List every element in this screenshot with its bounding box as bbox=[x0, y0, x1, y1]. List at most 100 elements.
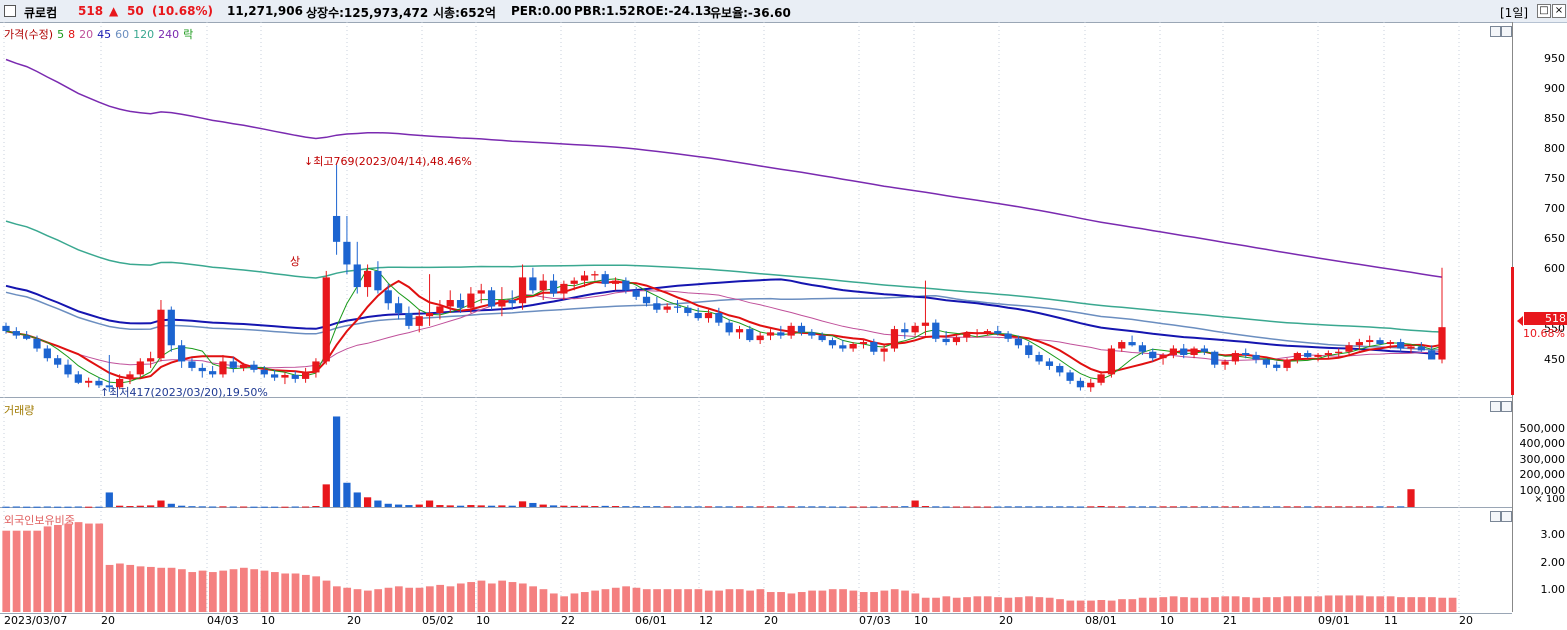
xtick: 07/03 bbox=[859, 614, 891, 627]
foreign-bar bbox=[673, 589, 682, 612]
candle bbox=[1138, 345, 1147, 352]
foreign-bar bbox=[653, 589, 661, 612]
foreign-bar bbox=[1014, 597, 1023, 612]
foreign-bar bbox=[467, 582, 476, 612]
candle bbox=[498, 300, 506, 307]
volume-bar bbox=[1035, 506, 1043, 508]
volume-bar bbox=[1366, 506, 1374, 508]
xtick: 21 bbox=[1223, 614, 1237, 627]
legend-ma5: 5 bbox=[57, 28, 65, 41]
xtick: 10 bbox=[261, 614, 275, 627]
foreign-bar bbox=[1149, 597, 1157, 612]
price-pointer-icon bbox=[1517, 316, 1523, 326]
foreign-minimize-icon[interactable] bbox=[1490, 511, 1501, 522]
candle bbox=[777, 332, 785, 336]
price-range-bar bbox=[1511, 267, 1514, 395]
foreign-legend: 외국인보유비중 bbox=[4, 514, 75, 527]
candle bbox=[1252, 354, 1260, 360]
candle bbox=[467, 293, 475, 308]
volume-bar bbox=[1066, 506, 1074, 508]
ma60-line bbox=[5, 291, 1443, 351]
volume-maximize-icon[interactable] bbox=[1501, 401, 1512, 412]
select-checkbox[interactable] bbox=[4, 5, 16, 17]
volume-bar bbox=[436, 505, 444, 507]
ytick: 550 bbox=[1544, 322, 1565, 335]
foreign-bar bbox=[849, 590, 858, 612]
foreign-bar bbox=[994, 597, 1002, 612]
candle bbox=[1056, 365, 1064, 373]
volume-bar bbox=[281, 506, 289, 508]
period-selector[interactable]: [1일] bbox=[1500, 6, 1529, 20]
maximize-icon[interactable]: □ bbox=[1537, 4, 1551, 18]
foreign-bar bbox=[363, 590, 372, 612]
volume-axis: 500,000 400,000 300,000 200,000 100,000 … bbox=[1512, 397, 1567, 507]
candle bbox=[1076, 380, 1085, 388]
pbr-value: PBR:1.52 bbox=[574, 4, 636, 18]
candle bbox=[952, 337, 961, 343]
xtick: 10 bbox=[1160, 614, 1174, 627]
candle bbox=[95, 380, 103, 386]
volume-bar bbox=[591, 506, 599, 508]
volume-bar bbox=[64, 506, 72, 508]
vtick: 100,000 bbox=[1519, 484, 1566, 497]
panel-maximize-icon[interactable] bbox=[1501, 26, 1512, 37]
volume-bar bbox=[1107, 506, 1116, 508]
candle bbox=[250, 364, 258, 370]
candle bbox=[746, 329, 754, 341]
candle bbox=[43, 348, 51, 359]
volume-bar bbox=[1056, 506, 1064, 508]
candle bbox=[1273, 364, 1281, 368]
foreign-bar bbox=[818, 590, 827, 612]
foreign-bar bbox=[1428, 597, 1436, 612]
volume-bar bbox=[735, 506, 744, 508]
foreign-bar bbox=[436, 584, 445, 612]
foreign-bar bbox=[932, 597, 940, 612]
candle bbox=[1386, 342, 1394, 344]
volume-bar bbox=[85, 506, 93, 508]
candle bbox=[1180, 348, 1188, 355]
foreign-bar bbox=[1056, 599, 1064, 612]
foreign-bar bbox=[911, 593, 920, 612]
candle bbox=[374, 270, 382, 291]
volume-minimize-icon[interactable] bbox=[1490, 401, 1501, 412]
float-ratio: 유보율:-36.60 bbox=[710, 6, 791, 20]
candle bbox=[343, 241, 351, 265]
ma240-line bbox=[5, 58, 1443, 278]
volume-bar bbox=[539, 504, 547, 507]
volume-bar bbox=[178, 505, 186, 507]
candle bbox=[446, 300, 454, 307]
foreign-bar bbox=[116, 563, 124, 612]
candle bbox=[1211, 351, 1219, 365]
foreign-bar bbox=[1107, 600, 1116, 612]
foreign-bar bbox=[126, 564, 135, 612]
xtick: 12 bbox=[699, 614, 713, 627]
candle bbox=[1397, 342, 1405, 349]
foreign-bar bbox=[1438, 597, 1447, 612]
volume-bar bbox=[188, 506, 196, 508]
volume-bar bbox=[704, 506, 713, 508]
foreign-bar bbox=[1221, 596, 1230, 612]
volume-bar bbox=[653, 506, 661, 508]
foreign-maximize-icon[interactable] bbox=[1501, 511, 1512, 522]
candle bbox=[870, 342, 878, 352]
close-icon[interactable]: × bbox=[1552, 4, 1566, 18]
candle bbox=[23, 335, 31, 339]
volume-unit: × 100 bbox=[1534, 494, 1565, 505]
volume-bar bbox=[642, 506, 651, 508]
foreign-bar bbox=[1242, 597, 1250, 612]
candle bbox=[611, 280, 620, 284]
candle bbox=[963, 333, 971, 338]
limit-up-mark: 상 bbox=[290, 255, 301, 268]
volume-bar bbox=[952, 506, 961, 508]
xtick: 11 bbox=[1384, 614, 1398, 627]
volume-bar bbox=[529, 502, 537, 507]
foreign-bar bbox=[1076, 600, 1085, 612]
foreign-bar bbox=[694, 589, 703, 612]
volume-bar bbox=[1335, 506, 1343, 508]
volume-bar bbox=[1004, 506, 1012, 508]
foreign-bar bbox=[1335, 595, 1343, 612]
panel-minimize-icon[interactable] bbox=[1490, 26, 1501, 37]
volume-bar bbox=[1159, 506, 1167, 508]
volume-bar bbox=[580, 505, 589, 507]
foreign-bar bbox=[384, 587, 393, 612]
